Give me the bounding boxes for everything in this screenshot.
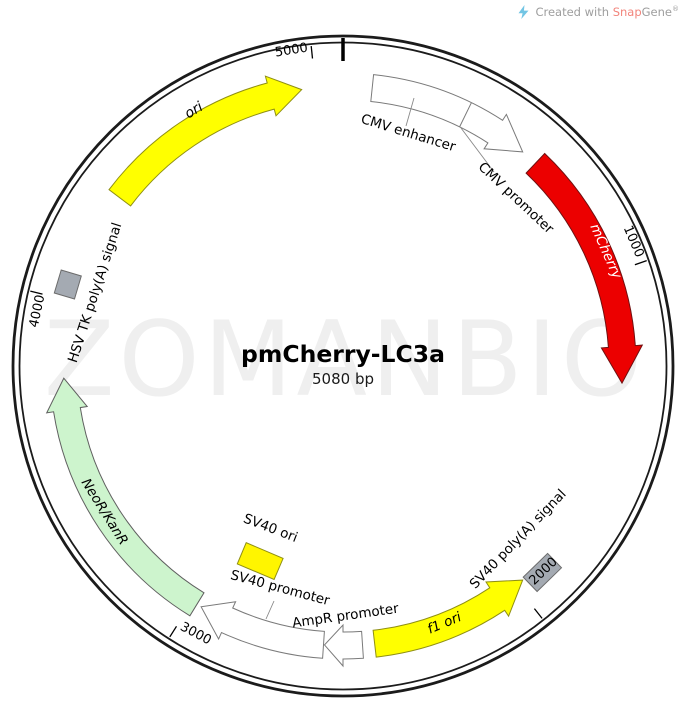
feature-sv40-polya-signal (522, 552, 563, 593)
feature-cmv-enhancer-promoter (370, 74, 524, 153)
feature-mcherry (525, 152, 644, 385)
tick-label-5000: 5000 (274, 41, 309, 61)
tick-label-3000: 3000 (178, 620, 214, 649)
snapgene-bolt-icon (518, 5, 529, 19)
tick-1000 (634, 259, 647, 266)
tick-4000 (30, 290, 43, 295)
ampr-promoter-label: AmpR promoter (291, 601, 400, 632)
cmv-enhancer-leader (405, 97, 415, 127)
sv40-promoter-label: SV40 promoter (229, 567, 332, 609)
feature-sv40-ori (236, 542, 284, 581)
tick-5000 (310, 46, 314, 59)
plasmid-name: pmCherry-LC3a (241, 340, 445, 368)
feature-cmv-enhancer-promoter-divider (459, 102, 472, 128)
feature-ampr-promoter (323, 623, 364, 668)
sv40-ori-label: SV40 ori (241, 511, 300, 546)
feature-f1-ori (372, 579, 524, 658)
feature-neor-kanr (45, 377, 205, 617)
tick-3000 (169, 625, 178, 638)
sv40-polya-label: SV40 poly(A) signal (467, 486, 570, 592)
feature-sv40-promoter (200, 601, 325, 659)
plasmid-size: 5080 bp (312, 370, 374, 388)
leader-lines (265, 97, 495, 620)
tick-2000 (533, 608, 543, 619)
feature-hsv-tk-polya-signal (53, 269, 82, 300)
watermark: ZOMANBIO (44, 300, 647, 420)
feature-arcs (45, 74, 644, 668)
sv40-promoter-leader (265, 600, 275, 620)
tick-label-4000: 4000 (27, 294, 49, 329)
snapgene-credit: Created with SnapGene® (517, 5, 679, 19)
ring-outer (11, 34, 675, 698)
feature-ori (108, 75, 303, 207)
credit-text: Created with SnapGene® (535, 5, 679, 19)
cmv-promoter-leader (460, 127, 495, 173)
